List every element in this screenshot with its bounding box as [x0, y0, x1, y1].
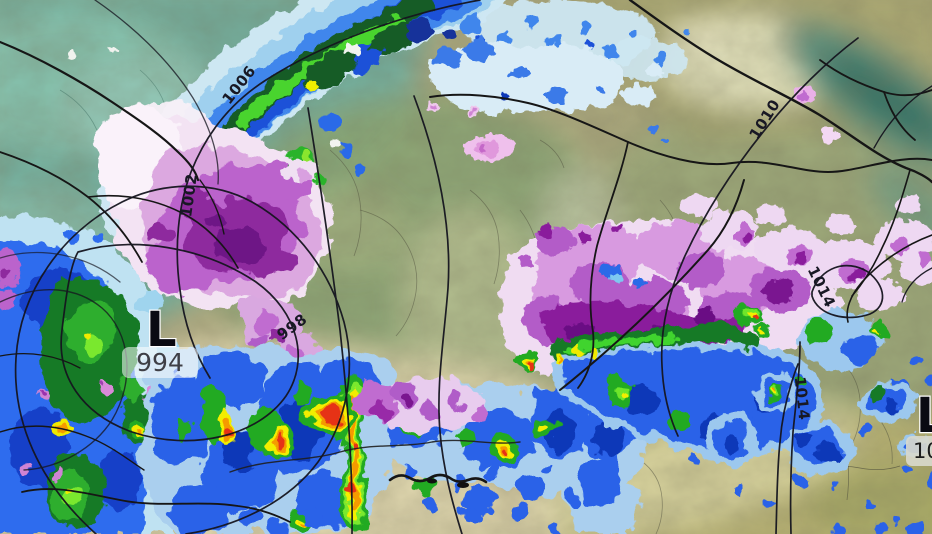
border-lines: [0, 0, 932, 523]
isobar-label-1014-south: 1014: [791, 376, 813, 421]
precip-mixed-northwest: [95, 103, 351, 399]
low-pressure-marker-main: L 994: [122, 301, 198, 378]
low-pressure-marker-edge: L 10: [906, 387, 932, 466]
low-symbol-edge: L: [916, 388, 932, 444]
low-value-box-edge: [906, 436, 932, 466]
low-value-box: [122, 347, 198, 378]
low-value: 994: [136, 348, 184, 377]
low-value-edge: 10: [913, 439, 932, 463]
isobar-label-1002: 1002: [177, 172, 201, 218]
